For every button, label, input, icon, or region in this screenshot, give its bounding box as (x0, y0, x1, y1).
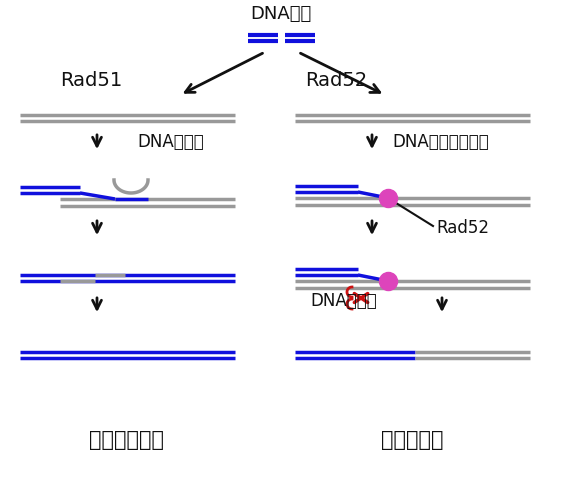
Text: 染色体の維持: 染色体の維持 (89, 430, 165, 450)
Text: DNA鎖交換: DNA鎖交換 (137, 133, 204, 151)
Text: DNAの切断: DNAの切断 (310, 292, 377, 310)
Text: 染色体異常: 染色体異常 (380, 430, 443, 450)
Text: Rad51: Rad51 (60, 71, 123, 89)
Text: Rad52: Rad52 (436, 219, 489, 237)
Text: Rad52: Rad52 (305, 71, 367, 89)
Text: DNA損傷: DNA損傷 (251, 5, 311, 23)
Text: DNAアニーリング: DNAアニーリング (392, 133, 489, 151)
